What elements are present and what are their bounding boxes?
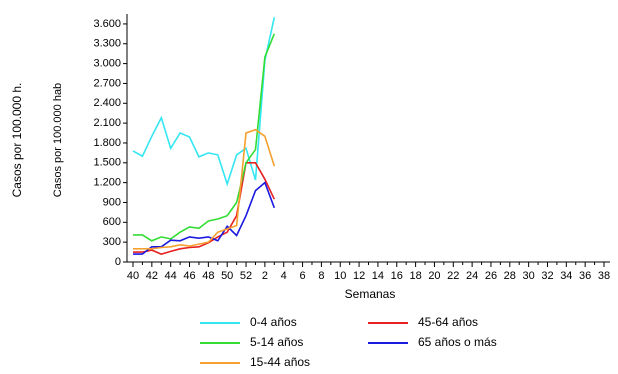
x-tick-label: 14 — [372, 270, 384, 282]
y-tick-label: 2.100 — [93, 117, 121, 129]
x-tick-label: 12 — [353, 270, 365, 282]
y-tick-label: 900 — [103, 196, 121, 208]
x-tick-label: 34 — [560, 270, 572, 282]
x-tick-label: 36 — [579, 270, 591, 282]
x-tick-label: 28 — [504, 270, 516, 282]
x-tick-label: 26 — [485, 270, 497, 282]
x-tick-label: 2 — [262, 270, 268, 282]
y-tick-label: 2.700 — [93, 77, 121, 89]
y-tick-label: 3.600 — [93, 18, 121, 30]
x-tick-label: 42 — [146, 270, 158, 282]
legend-label: 5-14 años — [250, 335, 303, 349]
y-tick-label: 3.000 — [93, 58, 121, 70]
legend-label: 0-4 años — [250, 315, 297, 329]
x-tick-label: 8 — [318, 270, 324, 282]
series-line — [133, 128, 276, 250]
x-tick-label: 10 — [334, 270, 346, 282]
series-line — [132, 17, 276, 187]
legend-label: 15-44 años — [250, 355, 310, 369]
y-axis-title: Casos por 100.000 hab — [52, 83, 64, 197]
x-tick-label: 46 — [183, 270, 195, 282]
x-tick-label: 30 — [523, 270, 535, 282]
y-tick-label: 1.500 — [93, 157, 121, 169]
x-axis-title: Semanas — [345, 287, 396, 301]
x-tick-label: 16 — [391, 270, 403, 282]
x-tick-label: 32 — [541, 270, 553, 282]
x-tick-label: 24 — [466, 270, 478, 282]
y-tick-label: 0 — [115, 256, 121, 268]
x-tick-label: 4 — [281, 270, 287, 282]
x-tick-label: 20 — [428, 270, 440, 282]
series-line — [133, 162, 276, 255]
x-tick-label: 50 — [221, 270, 233, 282]
series-line — [133, 33, 276, 242]
x-tick-label: 22 — [447, 270, 459, 282]
legend-label: 65 años o más — [418, 335, 497, 349]
x-tick-label: 44 — [165, 270, 177, 282]
legend-label: 45-64 años — [418, 315, 478, 329]
x-tick-label: 52 — [240, 270, 252, 282]
x-tick-label: 18 — [409, 270, 421, 282]
x-tick-label: 48 — [202, 270, 214, 282]
y-tick-label: 3.300 — [93, 38, 121, 50]
x-tick-label: 6 — [299, 270, 305, 282]
y-tick-label: 1.200 — [93, 177, 121, 189]
y-axis-title-outer: Casos por 100.000 h. — [10, 83, 24, 198]
series-line — [133, 181, 276, 255]
y-tick-label: 2.400 — [93, 97, 121, 109]
x-tick-label: 38 — [598, 270, 610, 282]
y-tick-label: 600 — [103, 216, 121, 228]
y-tick-label: 300 — [103, 236, 121, 248]
x-tick-label: 40 — [127, 270, 139, 282]
y-tick-label: 1.800 — [93, 137, 121, 149]
